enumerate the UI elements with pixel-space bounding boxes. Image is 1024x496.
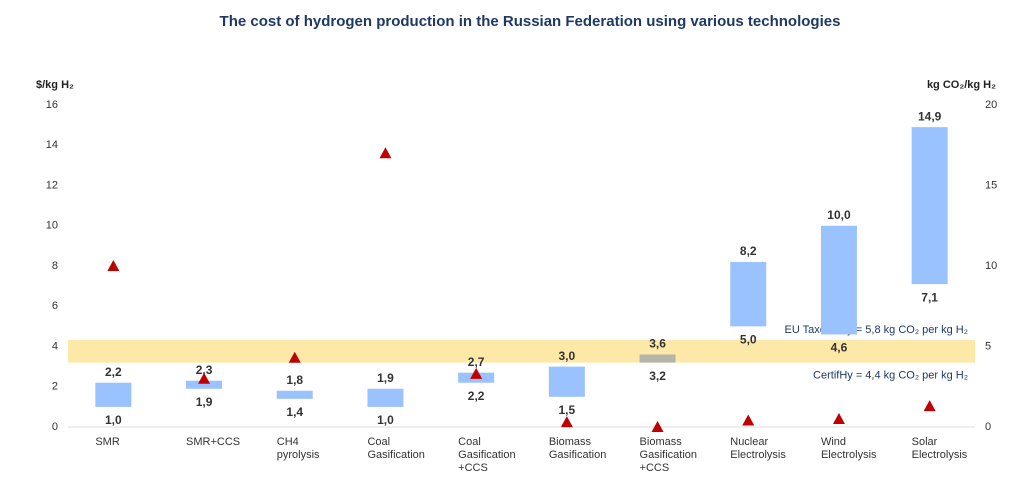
x-tick-label-line: SMR (95, 436, 120, 448)
value-label: 1,4 (286, 405, 303, 419)
x-tick-label-line: Gasification (640, 449, 697, 461)
annotation: EU Taxonomy = 5,8 kg CO₂ per kg H₂ (785, 324, 969, 336)
value-label: 1,9 (196, 395, 213, 409)
x-tick-label-line: Gasification (367, 449, 424, 461)
x-tick-label-line: Gasification (458, 449, 515, 461)
x-tick-label: Wind Electrolysis (821, 436, 877, 461)
value-label: 2,7 (468, 355, 485, 369)
y2-tick-label: 10 (985, 260, 997, 272)
annotation: CertifHy = 4,4 kg CO₂ per kg H₂ (813, 370, 968, 382)
range-bar (639, 354, 676, 363)
y-tick-label: 8 (52, 260, 58, 272)
x-tick-label-line: +CCS (640, 462, 670, 474)
value-label: 8,2 (740, 244, 757, 258)
x-tick-label-line: Solar (912, 436, 938, 448)
value-label: 3,0 (559, 349, 576, 363)
value-label: 1,5 (559, 403, 576, 417)
y-tick-label: 10 (46, 220, 58, 232)
range-bar (730, 261, 767, 327)
range-bar (820, 225, 857, 335)
emission-marker (198, 372, 211, 384)
x-tick-label-line: CH4 (277, 436, 299, 448)
chart-title: The cost of hydrogen production in the R… (220, 13, 841, 30)
x-tick-label-line: Electrolysis (821, 449, 877, 461)
value-label: 10,0 (827, 208, 851, 222)
value-label: 2,3 (196, 363, 213, 377)
x-tick-label: Biomass Gasification +CCS (640, 436, 697, 474)
value-label: 1,0 (105, 413, 122, 427)
x-tick-label: Solar Electrolysis (912, 436, 968, 461)
x-tick-label: SMR (95, 436, 120, 448)
x-tick-label-line: Biomass (640, 436, 683, 448)
emission-marker (288, 351, 301, 363)
value-label: 1,8 (286, 373, 303, 387)
y2-tick-label: 5 (985, 340, 991, 352)
x-tick-label: CH4 pyrolysis (277, 436, 320, 461)
value-label: 2,2 (468, 389, 485, 403)
value-label: 3,6 (649, 337, 666, 351)
x-tick-label-line: Electrolysis (912, 449, 968, 461)
value-label: 3,2 (649, 369, 666, 383)
range-bar (367, 388, 404, 407)
y-tick-label: 4 (52, 340, 58, 352)
value-label: 4,6 (831, 341, 848, 355)
x-tick-label: Coal Gasification +CCS (458, 436, 515, 474)
y2-tick-label: 15 (985, 179, 997, 191)
range-bar (276, 390, 313, 399)
emission-marker (742, 414, 755, 426)
range-bar (186, 380, 223, 389)
value-label: 7,1 (921, 290, 938, 304)
x-tick-label: Biomass Gasification (549, 436, 606, 461)
emission-marker (470, 367, 483, 379)
x-tick-label-line: Wind (821, 436, 846, 448)
x-tick-label-line: Nuclear (730, 436, 768, 448)
y2-tick-label: 0 (985, 421, 991, 433)
x-tick-label-line: Biomass (549, 436, 592, 448)
y-tick-label: 0 (52, 421, 58, 433)
value-label: 1,0 (377, 413, 394, 427)
range-bar (911, 127, 948, 285)
x-tick-label-line: Coal (367, 436, 390, 448)
range-bar (95, 382, 132, 407)
y-tick-label: 12 (46, 179, 58, 191)
y2-tick-label: 20 (985, 99, 997, 111)
x-tick-label-line: Gasification (549, 449, 606, 461)
x-tick-label-line: Coal (458, 436, 481, 448)
y-tick-label: 16 (46, 99, 58, 111)
emission-marker (107, 260, 120, 271)
y-tick-label: 6 (52, 300, 58, 312)
x-tick-label-line: pyrolysis (277, 449, 320, 461)
x-tick-label: Coal Gasification (367, 436, 424, 461)
y-tick-label: 2 (52, 381, 58, 393)
x-tick-label: SMR+CCS (186, 436, 240, 448)
y2-axis-label: kg CO₂/kg H₂ (927, 79, 996, 91)
emission-marker (379, 147, 392, 159)
emission-marker (923, 400, 936, 412)
emission-marker (651, 421, 664, 432)
y-tick-label: 14 (46, 139, 58, 151)
y-axis-label: $/kg H₂ (36, 79, 74, 91)
x-tick-label: Nuclear Electrolysis (730, 436, 786, 461)
x-tick-label-line: SMR+CCS (186, 436, 240, 448)
x-tick-label-line: Electrolysis (730, 449, 786, 461)
value-label: 1,9 (377, 371, 394, 385)
value-label: 2,2 (105, 365, 122, 379)
emission-marker (832, 412, 845, 424)
range-bar (548, 366, 585, 397)
value-label: 5,0 (740, 333, 757, 347)
x-tick-label-line: +CCS (458, 462, 488, 474)
emission-marker (560, 416, 573, 428)
value-label: 14,9 (918, 109, 942, 123)
